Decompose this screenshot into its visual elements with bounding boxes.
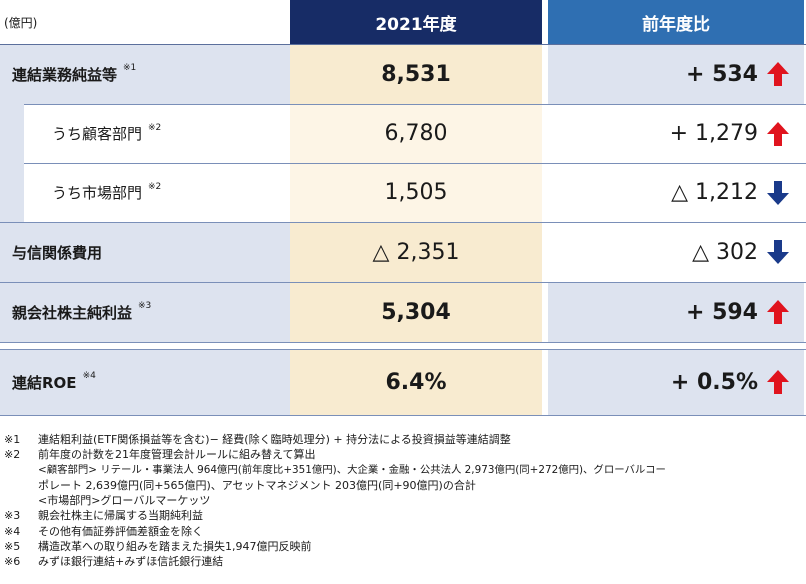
row-label-text: うち顧客部門 bbox=[52, 125, 143, 143]
row-label: 連結ROE ※4 bbox=[12, 349, 96, 415]
divider bbox=[0, 415, 806, 416]
diff-sign: + bbox=[685, 299, 705, 325]
diff-bg-row6 bbox=[548, 349, 804, 415]
row-diff: + 0.5% bbox=[548, 349, 804, 415]
row-label: うち市場部門 ※2 bbox=[52, 163, 161, 222]
footnote-mark bbox=[4, 493, 38, 508]
row-label: 連結業務純益等 ※1 bbox=[12, 44, 136, 104]
unit-label: (億円) bbox=[4, 16, 38, 30]
row-diff: + 594 bbox=[548, 282, 804, 342]
label-bg-credit bbox=[0, 222, 290, 282]
row-value: 8,531 bbox=[381, 61, 451, 87]
footnote-text: <市場部門>グローバルマーケッツ bbox=[38, 494, 211, 508]
diff-sign: △ bbox=[692, 239, 709, 265]
row-value: △ 2,351 bbox=[372, 239, 460, 265]
diff-value: 302 bbox=[716, 239, 758, 265]
row-diff: △ 1,212 bbox=[548, 163, 804, 222]
row-diff: + 1,279 bbox=[548, 104, 804, 163]
diff-bg-row4 bbox=[548, 222, 804, 282]
footnote-text: 親会社株主に帰属する当期純利益 bbox=[38, 509, 203, 523]
footnote-mark bbox=[4, 478, 38, 493]
up-arrow-icon bbox=[767, 62, 789, 86]
row-label-text: 親会社株主純利益 bbox=[12, 303, 133, 322]
row-label: 親会社株主純利益 ※3 bbox=[12, 282, 151, 342]
footnote-text: 前年度の計数を21年度管理会計ルールに組み替えて算出 bbox=[38, 448, 316, 462]
row-label: 与信関係費用 bbox=[12, 222, 102, 282]
footnote-mark: ※5 bbox=[4, 540, 21, 554]
row-label: うち顧客部門 ※2 bbox=[52, 104, 161, 163]
row-diff: △ 302 bbox=[548, 222, 804, 282]
footnote: ※5 構造改革への取り組みを踏まえた損失1,947億円反映前 bbox=[4, 539, 804, 554]
divider bbox=[0, 282, 806, 283]
value-bg-row4 bbox=[290, 222, 542, 282]
value-bg-row1 bbox=[290, 44, 542, 104]
value-bg-row6 bbox=[290, 349, 542, 415]
column-header-diff: 前年度比 bbox=[548, 0, 804, 44]
footnote: ※4 その他有価証券評価差額金を除く bbox=[4, 524, 804, 539]
diff-value: 534 bbox=[712, 61, 758, 87]
footnote-text: 構造改革への取り組みを踏まえた損失1,947億円反映前 bbox=[38, 540, 312, 554]
row-value: 6,780 bbox=[384, 121, 448, 146]
footnote-mark: ※2 bbox=[4, 448, 21, 462]
footnote: ※1 連結粗利益(ETF関係損益等を含む)− 経費(除く臨時処理分) + 持分法に… bbox=[4, 432, 804, 447]
label-bg-netincome bbox=[0, 282, 290, 342]
divider bbox=[24, 104, 806, 105]
row-value: 5,304 bbox=[381, 299, 451, 325]
footnote: <顧客部門> リテール・事業法人 964億円(前年度比+351億円)、大企業・金… bbox=[4, 463, 804, 478]
diff-bg-row1 bbox=[548, 44, 804, 104]
row-label-text: うち市場部門 bbox=[52, 184, 143, 202]
row-label-text: 与信関係費用 bbox=[12, 243, 103, 262]
footnote-text: ポレート 2,639億円(同+565億円)、アセットマネジメント 203億円(同… bbox=[38, 478, 476, 492]
footnote-text: みずほ銀行連結+みずほ信託銀行連結 bbox=[38, 555, 224, 569]
note-ref: ※4 bbox=[82, 371, 96, 381]
footnote-text: 連結粗利益(ETF関係損益等を含む)− 経費(除く臨時処理分) + 持分法による… bbox=[38, 433, 511, 446]
divider bbox=[0, 342, 806, 343]
down-arrow-icon bbox=[767, 180, 789, 205]
divider bbox=[24, 163, 806, 164]
footnote: <市場部門>グローバルマーケッツ bbox=[4, 493, 804, 508]
diff-bg-row5 bbox=[548, 282, 804, 342]
footnote: ※6 みずほ銀行連結+みずほ信託銀行連結 bbox=[4, 554, 804, 569]
diff-value: 0.5% bbox=[696, 369, 758, 395]
diff-value: 594 bbox=[712, 299, 758, 325]
row-label-text: 連結業務純益等 bbox=[12, 65, 118, 84]
footnote-mark: ※4 bbox=[4, 524, 21, 538]
label-bg-roe bbox=[0, 349, 290, 415]
footnote-mark: ※3 bbox=[4, 509, 21, 523]
footnote: ※2 前年度の計数を21年度管理会計ルールに組み替えて算出 bbox=[4, 447, 804, 462]
footnote: ポレート 2,639億円(同+565億円)、アセットマネジメント 203億円(同… bbox=[4, 478, 804, 493]
note-ref: ※1 bbox=[123, 63, 137, 73]
row-value: 6.4% bbox=[385, 369, 447, 395]
footnote-text: <顧客部門> リテール・事業法人 964億円(前年度比+351億円)、大企業・金… bbox=[38, 463, 666, 476]
divider bbox=[0, 222, 806, 223]
down-arrow-icon bbox=[767, 240, 789, 264]
note-ref: ※3 bbox=[138, 301, 152, 311]
footnote-mark: ※1 bbox=[4, 433, 21, 446]
row-label-text: 連結ROE bbox=[12, 373, 77, 392]
note-ref: ※2 bbox=[148, 181, 162, 192]
diff-value: 1,212 bbox=[695, 180, 758, 205]
diff-sign: △ bbox=[671, 180, 689, 205]
footnote-mark bbox=[4, 463, 38, 478]
up-arrow-icon bbox=[767, 370, 789, 394]
diff-sign: + bbox=[685, 61, 705, 87]
up-arrow-icon bbox=[767, 300, 789, 324]
up-arrow-icon bbox=[767, 121, 789, 146]
diff-value: 1,279 bbox=[695, 121, 758, 146]
footnote-text: その他有価証券評価差額金を除く bbox=[38, 524, 203, 538]
footnotes: ※1 連結粗利益(ETF関係損益等を含む)− 経費(除く臨時処理分) + 持分法に… bbox=[4, 432, 804, 570]
value-bg-row5 bbox=[290, 282, 542, 342]
note-ref: ※2 bbox=[148, 122, 162, 133]
footnote-mark: ※6 bbox=[4, 555, 21, 569]
footnote: ※3 親会社株主に帰属する当期純利益 bbox=[4, 508, 804, 523]
diff-sign: + bbox=[669, 121, 689, 146]
row-value: 1,505 bbox=[384, 180, 448, 205]
diff-sign: + bbox=[670, 369, 690, 395]
column-header-year: 2021年度 bbox=[290, 0, 542, 44]
divider bbox=[0, 44, 806, 45]
divider bbox=[0, 349, 806, 350]
row-diff: + 534 bbox=[548, 44, 804, 104]
